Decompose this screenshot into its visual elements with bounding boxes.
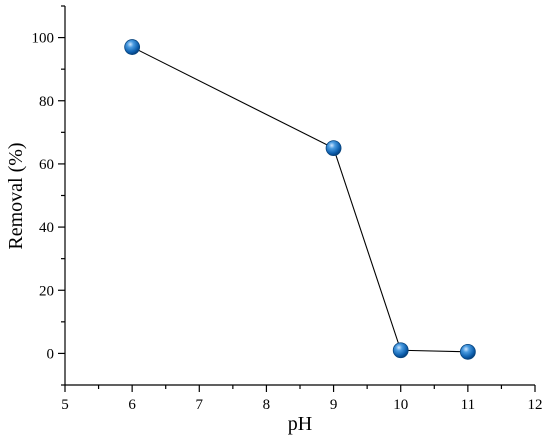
x-tick-label: 10 bbox=[393, 397, 408, 413]
y-axis-title: Removal (%) bbox=[5, 142, 27, 249]
x-tick-label: 11 bbox=[461, 397, 475, 413]
axes bbox=[64, 6, 535, 386]
x-tick-label: 7 bbox=[196, 397, 204, 413]
data-point bbox=[392, 342, 409, 359]
x-tick-label: 12 bbox=[528, 397, 543, 413]
series-line bbox=[131, 46, 468, 353]
y-tick-label: 80 bbox=[39, 94, 54, 110]
data-point bbox=[325, 140, 342, 157]
ticks bbox=[58, 5, 536, 392]
data-point bbox=[124, 39, 141, 55]
y-tick-label: 0 bbox=[47, 346, 55, 362]
x-tick-label: 6 bbox=[128, 397, 136, 413]
data-point bbox=[459, 343, 476, 360]
y-tick-label: 20 bbox=[39, 283, 54, 299]
x-tick-label: 8 bbox=[263, 397, 271, 413]
x-tick-label: 9 bbox=[330, 397, 338, 413]
y-tick-label: 100 bbox=[32, 31, 55, 47]
y-tick-label: 40 bbox=[39, 220, 54, 236]
x-tick-label: 5 bbox=[61, 397, 69, 413]
x-axis-title: pH bbox=[288, 413, 312, 435]
tick-labels: 5 6 7 8 9 10 11 12 0 20 40 60 80 100 bbox=[32, 31, 543, 413]
y-tick-label: 60 bbox=[39, 157, 54, 173]
data-markers bbox=[124, 39, 476, 360]
